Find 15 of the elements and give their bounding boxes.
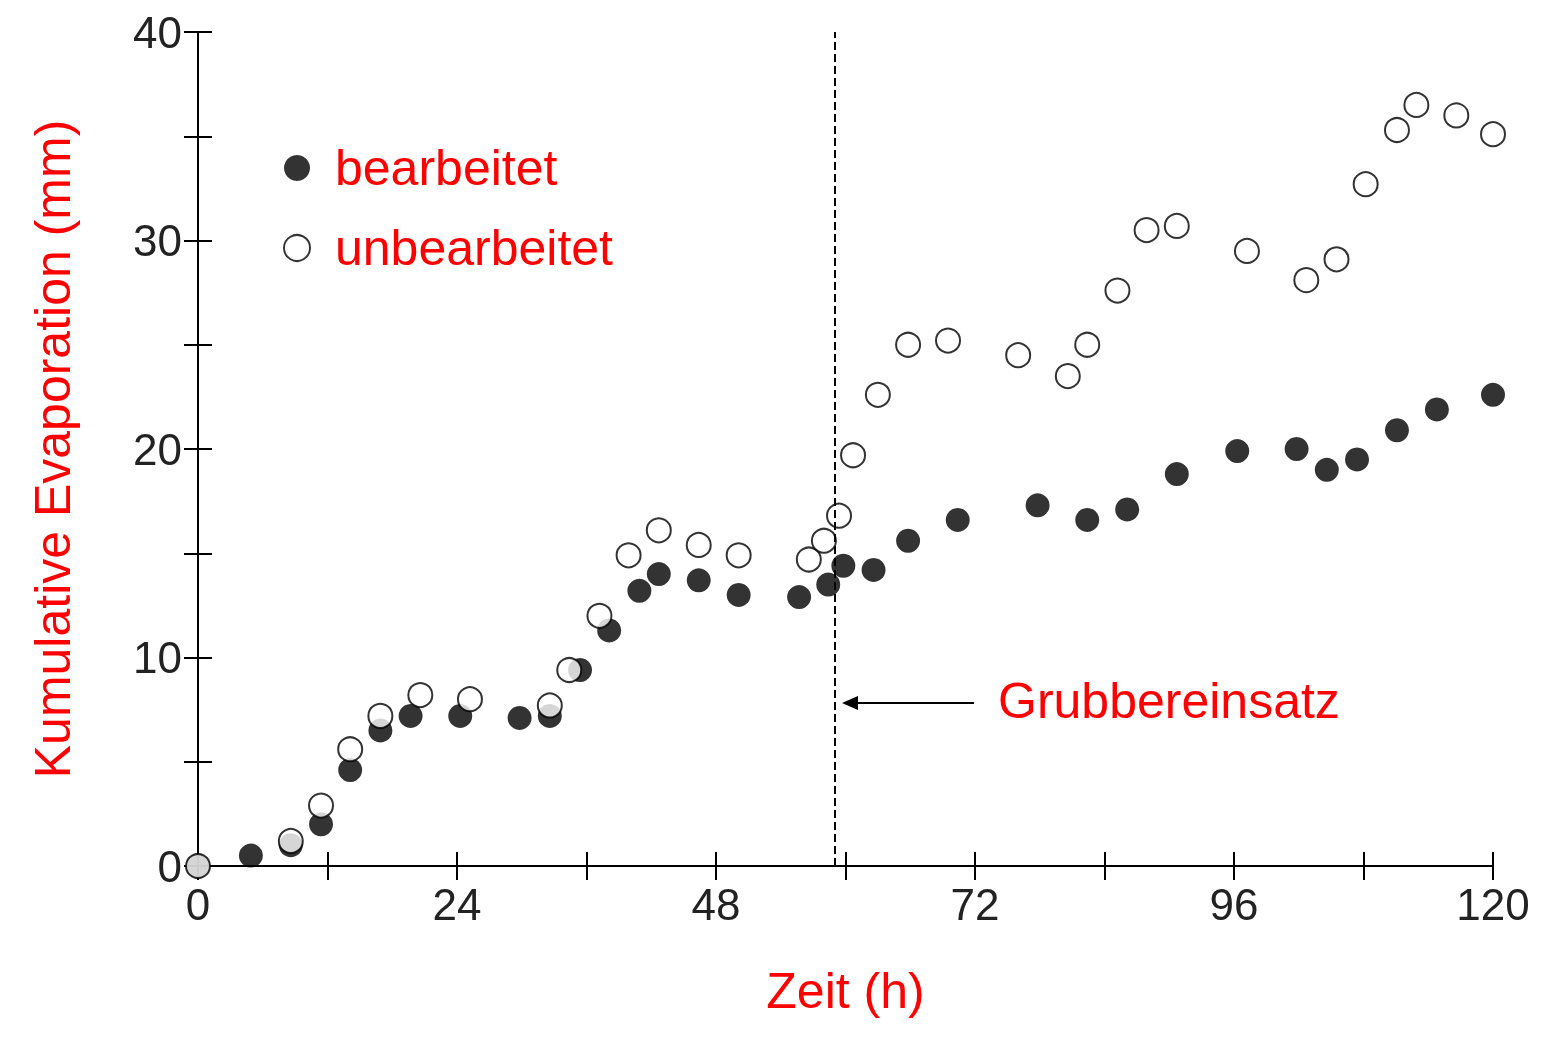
x-tick-label: 120 <box>1456 879 1530 929</box>
annotation: Grubbereinsatz <box>998 672 1340 730</box>
x-axis-title: Zeit (h) <box>766 963 925 1019</box>
x-tick-label: 72 <box>950 879 1000 929</box>
y-tick-label: 30 <box>133 216 182 265</box>
y-axis-title: Kumulative Evaporation (mm) <box>25 119 81 779</box>
y-tick-label: 10 <box>133 633 182 682</box>
y-tick-label: 0 <box>157 841 182 891</box>
x-tick-label: 96 <box>1209 879 1259 929</box>
legend-label: bearbeitet <box>335 140 558 196</box>
y-tick-label: 20 <box>133 424 182 474</box>
y-tick-label: 40 <box>133 7 182 57</box>
x-tick-label: 24 <box>432 879 482 929</box>
x-tick-label: 48 <box>691 879 741 929</box>
legend-label: unbearbeitet <box>335 220 614 276</box>
